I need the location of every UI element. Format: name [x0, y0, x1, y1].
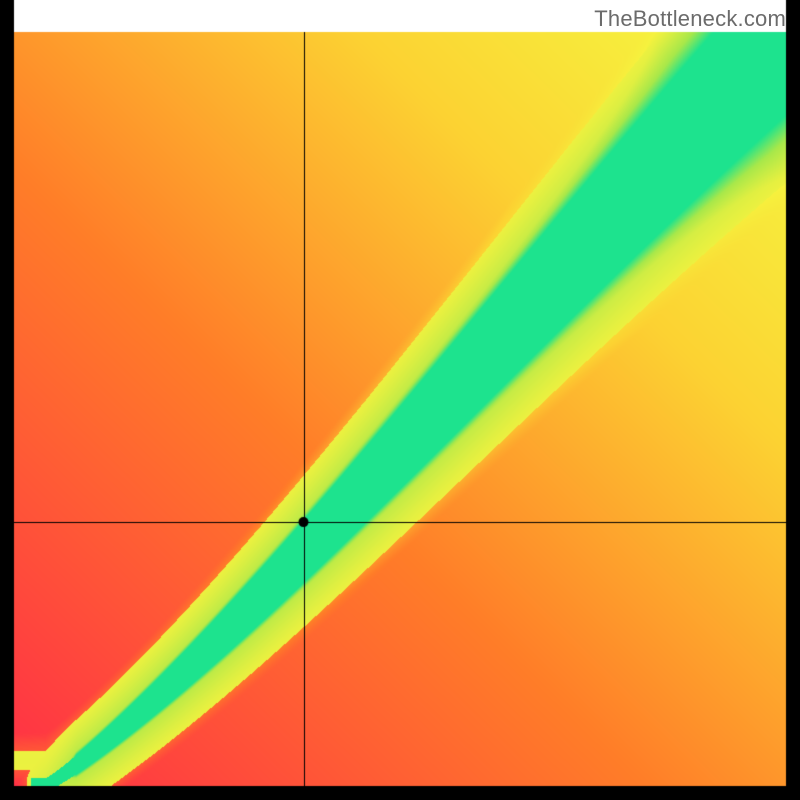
heatmap-canvas: [0, 0, 800, 800]
chart-container: TheBottleneck.com: [0, 0, 800, 800]
plot-area: [0, 0, 800, 800]
watermark-label: TheBottleneck.com: [594, 6, 786, 32]
